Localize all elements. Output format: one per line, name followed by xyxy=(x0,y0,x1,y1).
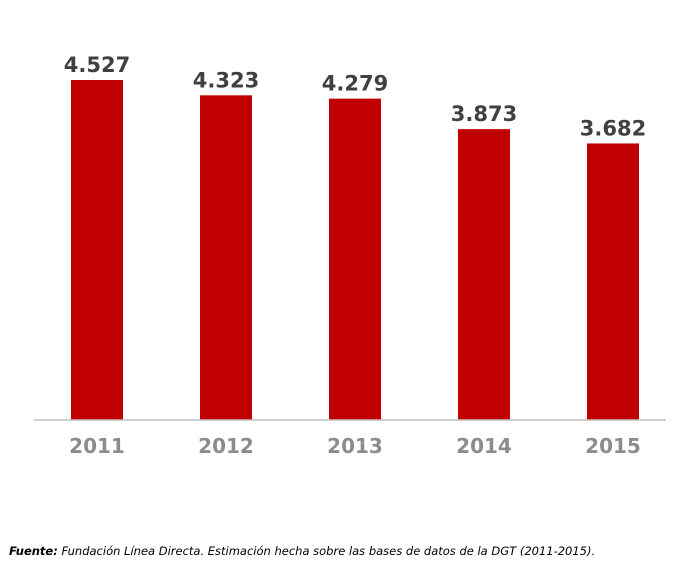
bar-2011 xyxy=(71,80,123,420)
source-note: Fuente: Fundación Línea Directa. Estimac… xyxy=(9,544,595,558)
bar-2015 xyxy=(587,143,639,420)
value-label-2012: 4.323 xyxy=(193,68,259,92)
bar-2012 xyxy=(200,95,252,420)
bars-group xyxy=(71,80,639,420)
value-label-2014: 3.873 xyxy=(451,102,517,126)
x-tick-label-2013: 2013 xyxy=(327,434,383,458)
value-label-2011: 4.527 xyxy=(64,53,130,77)
value-label-2015: 3.682 xyxy=(580,116,646,140)
value-label-2013: 4.279 xyxy=(322,72,388,96)
source-text: Fundación Línea Directa. Estimación hech… xyxy=(57,544,596,558)
x-tick-label-2014: 2014 xyxy=(456,434,512,458)
value-labels-group: 4.527 4.323 4.279 3.873 3.682 xyxy=(64,53,646,140)
x-tick-label-2011: 2011 xyxy=(69,434,125,458)
x-tick-labels-group: 2011 2012 2013 2014 2015 xyxy=(69,434,641,458)
x-tick-label-2015: 2015 xyxy=(585,434,641,458)
bar-2013 xyxy=(329,98,381,420)
x-tick-label-2012: 2012 xyxy=(198,434,254,458)
source-label: Fuente: xyxy=(9,544,58,558)
bar-2014 xyxy=(458,129,510,420)
